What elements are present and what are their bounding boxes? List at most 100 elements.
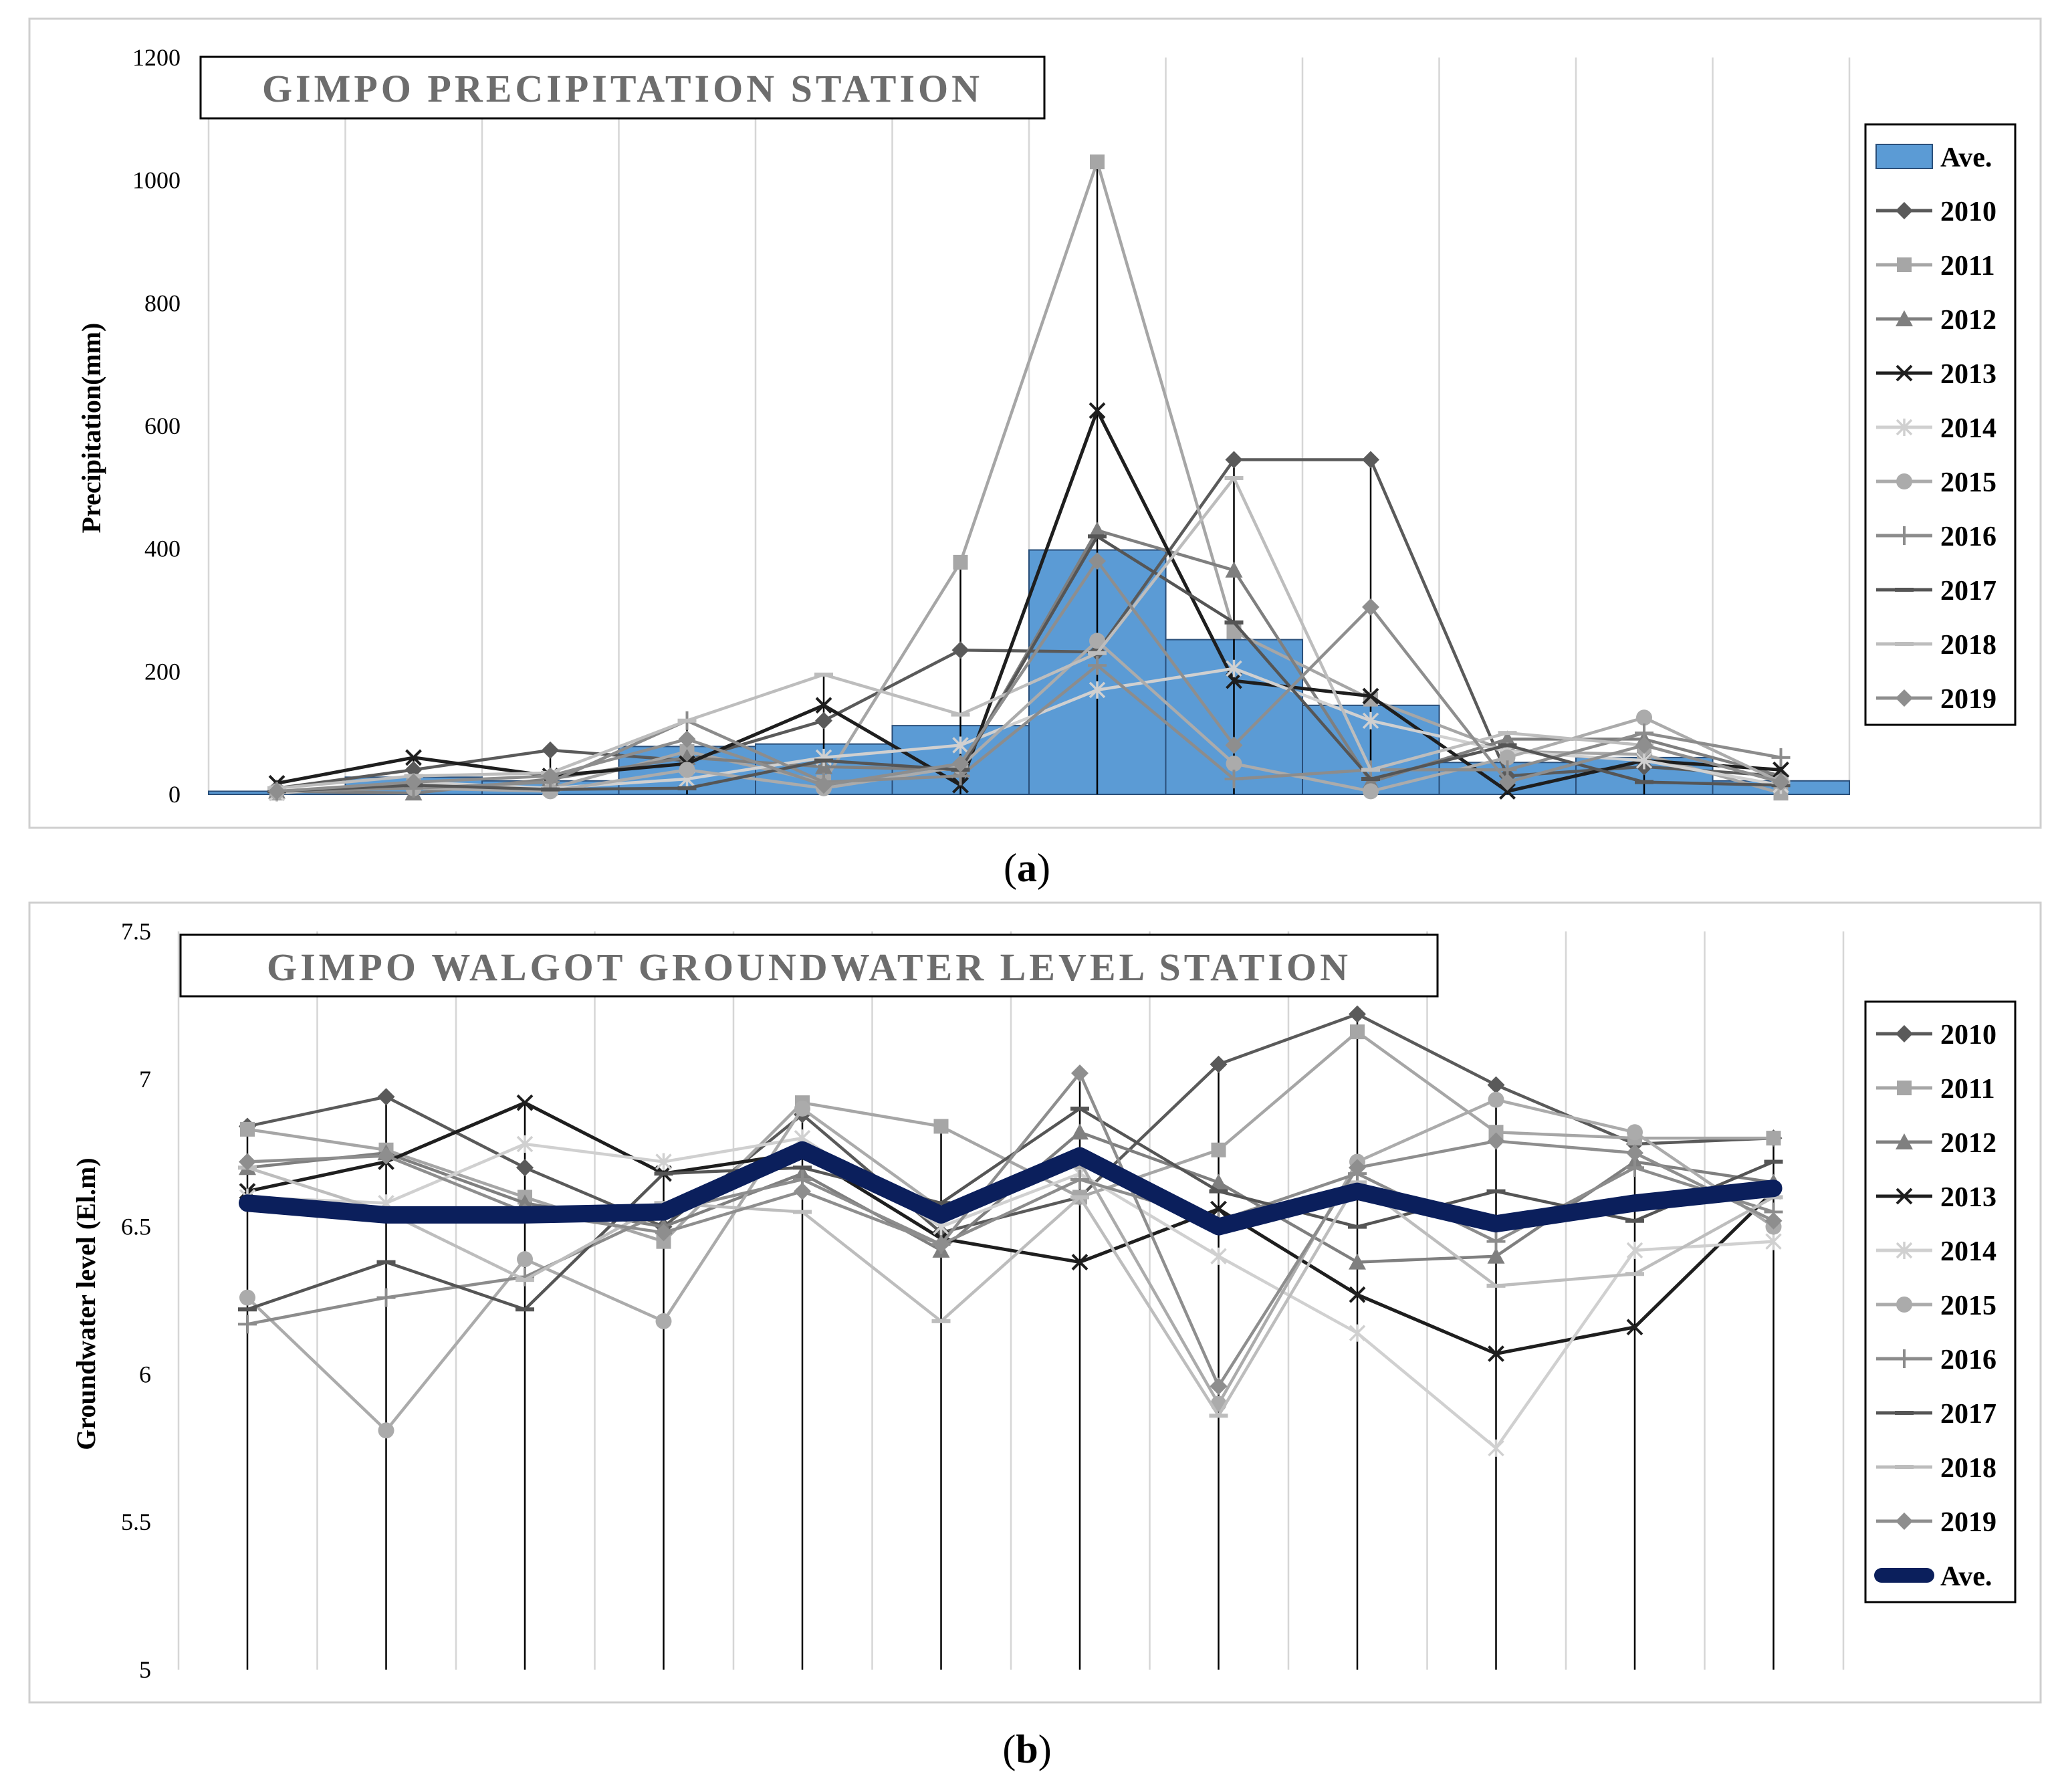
legend-marker <box>1896 1242 1913 1259</box>
data-point-2019 <box>815 776 832 794</box>
data-point-2016 <box>376 1288 396 1307</box>
data-point-2014 <box>1210 1247 1227 1265</box>
data-point-2013 <box>1226 672 1242 689</box>
legend-entry-2015: 2015 <box>1876 467 1996 498</box>
data-point-2013 <box>516 1094 534 1111</box>
legend-entry-2013: 2013 <box>1876 359 1996 390</box>
data-point-2014 <box>1089 681 1106 699</box>
caption-a: (a) <box>1004 846 1050 890</box>
data-point-2019 <box>1349 1159 1366 1177</box>
legend: 2010 2011 2012 2013 2014 2015 2016 2017 2018 2019… <box>1864 1000 2017 1603</box>
y-tick-label: 1000 <box>132 167 181 194</box>
average-line <box>239 1141 1783 1236</box>
data-point-2013 <box>1488 1345 1504 1362</box>
data-point-2011 <box>1766 1131 1781 1146</box>
series-line-2019 <box>247 1071 1775 1388</box>
legend-entry-2014: 2014 <box>1876 413 1996 444</box>
legend-label: 2010 <box>1940 197 1996 227</box>
data-point-2010 <box>1225 451 1243 469</box>
data-point-2016 <box>1070 1169 1089 1189</box>
data-point-2013 <box>1349 1286 1366 1303</box>
legend-entry-2010: 2010 <box>1876 1020 1996 1050</box>
series-2018 <box>267 476 1791 790</box>
legend-label: 2016 <box>1940 1345 1996 1375</box>
y-tick-label: 200 <box>144 658 181 685</box>
data-point-2019 <box>405 773 423 791</box>
y-axis-ticks: 0 200 400 600 800 1000 1200 <box>132 44 181 808</box>
data-point-2011 <box>933 1119 949 1134</box>
data-point-2015 <box>1627 1124 1643 1141</box>
legend-marker <box>1896 1297 1912 1313</box>
data-point-2010 <box>1349 1005 1366 1023</box>
data-point-2015 <box>1226 756 1242 772</box>
data-point-2010 <box>1210 1055 1228 1073</box>
data-point-2014 <box>1626 1241 1643 1259</box>
legend-entry-2019: 2019 <box>1876 684 1996 715</box>
data-point-2014 <box>655 1153 672 1171</box>
series-line-2019 <box>276 559 1782 793</box>
legend-entry-2012: 2012 <box>1876 1128 1996 1159</box>
data-point-2010 <box>1487 1076 1505 1094</box>
legend-marker <box>1896 473 1912 489</box>
chart-title: GIMPO PRECIPITATION STATION <box>262 67 983 110</box>
caption-b: (b) <box>1002 1727 1051 1771</box>
data-point-2014 <box>1226 659 1242 677</box>
data-point-2014 <box>952 736 969 754</box>
legend-entry-2010: 2010 <box>1876 197 1996 227</box>
legend-entry-2018: 2018 <box>1876 1453 1996 1484</box>
legend-frame <box>1864 123 2017 726</box>
data-point-2012 <box>1498 730 1516 747</box>
year-series <box>267 154 1791 802</box>
series-2019 <box>268 552 1790 800</box>
data-point-2019 <box>1626 1144 1643 1162</box>
legend: Ave. 2010 2011 2012 2013 2014 2015 2016 2017 2018… <box>1864 123 2017 726</box>
chart-frame <box>28 901 2042 1704</box>
legend-label: 2015 <box>1940 467 1996 498</box>
data-point-2010 <box>542 741 559 759</box>
series-line-2012 <box>276 528 1782 795</box>
series-line-2014 <box>247 1136 1774 1450</box>
chart-title-box: GIMPO PRECIPITATION STATION <box>199 55 1046 120</box>
legend-label: 2019 <box>1940 1507 1996 1538</box>
data-point-2013 <box>1626 1319 1643 1336</box>
legend-marker <box>1896 202 1913 219</box>
legend-frame <box>1864 1000 2017 1603</box>
chart-title: GIMPO WALGOT GROUNDWATER LEVEL STATION <box>267 945 1351 989</box>
y-tick-label: 5 <box>139 1656 151 1683</box>
y-axis-title: Groundwater level (El.m) <box>71 1157 101 1450</box>
series-line-2016 <box>276 663 1781 793</box>
data-point-2015 <box>679 762 695 778</box>
data-point-2015 <box>517 1251 533 1268</box>
legend-entry-Ave.: Ave. <box>1874 1561 1992 1592</box>
data-point-2013 <box>1499 782 1516 800</box>
data-point-2013 <box>1210 1200 1227 1218</box>
legend-entry-2019: 2019 <box>1876 1507 1996 1538</box>
legend-marker <box>1896 689 1913 707</box>
data-point-2015 <box>1363 783 1379 800</box>
groundwater-chart: 5 5.5 6 6.5 7 7.5 Groundwater level (El.m) GI… <box>28 901 2042 1704</box>
data-point-2015 <box>1089 633 1105 649</box>
average-series-line <box>239 1141 1783 1236</box>
caption-b-letter: b <box>1016 1727 1038 1771</box>
data-point-2014 <box>1362 711 1379 730</box>
data-point-2014 <box>1635 752 1653 770</box>
data-point-2010 <box>951 641 969 659</box>
legend-label: 2014 <box>1940 413 1996 444</box>
data-point-2012 <box>1071 1123 1089 1140</box>
data-point-2010 <box>1362 451 1379 469</box>
data-point-2016 <box>1224 770 1244 789</box>
data-point-2013 <box>1089 402 1106 419</box>
data-point-2019 <box>678 730 696 748</box>
legend-label: 2017 <box>1940 1399 1996 1430</box>
y-axis-ticks: 5 5.5 6 6.5 7 7.5 <box>121 918 151 1683</box>
data-point-2019 <box>951 755 969 773</box>
data-point-2010 <box>516 1159 534 1177</box>
title-frame <box>179 933 1439 998</box>
legend-label: 2019 <box>1940 684 1996 715</box>
legend-label: Ave. <box>1940 142 1992 173</box>
legend-entry-2011: 2011 <box>1876 251 1995 282</box>
legend-entry-2014: 2014 <box>1876 1236 1996 1267</box>
data-point-2016 <box>238 1315 257 1334</box>
